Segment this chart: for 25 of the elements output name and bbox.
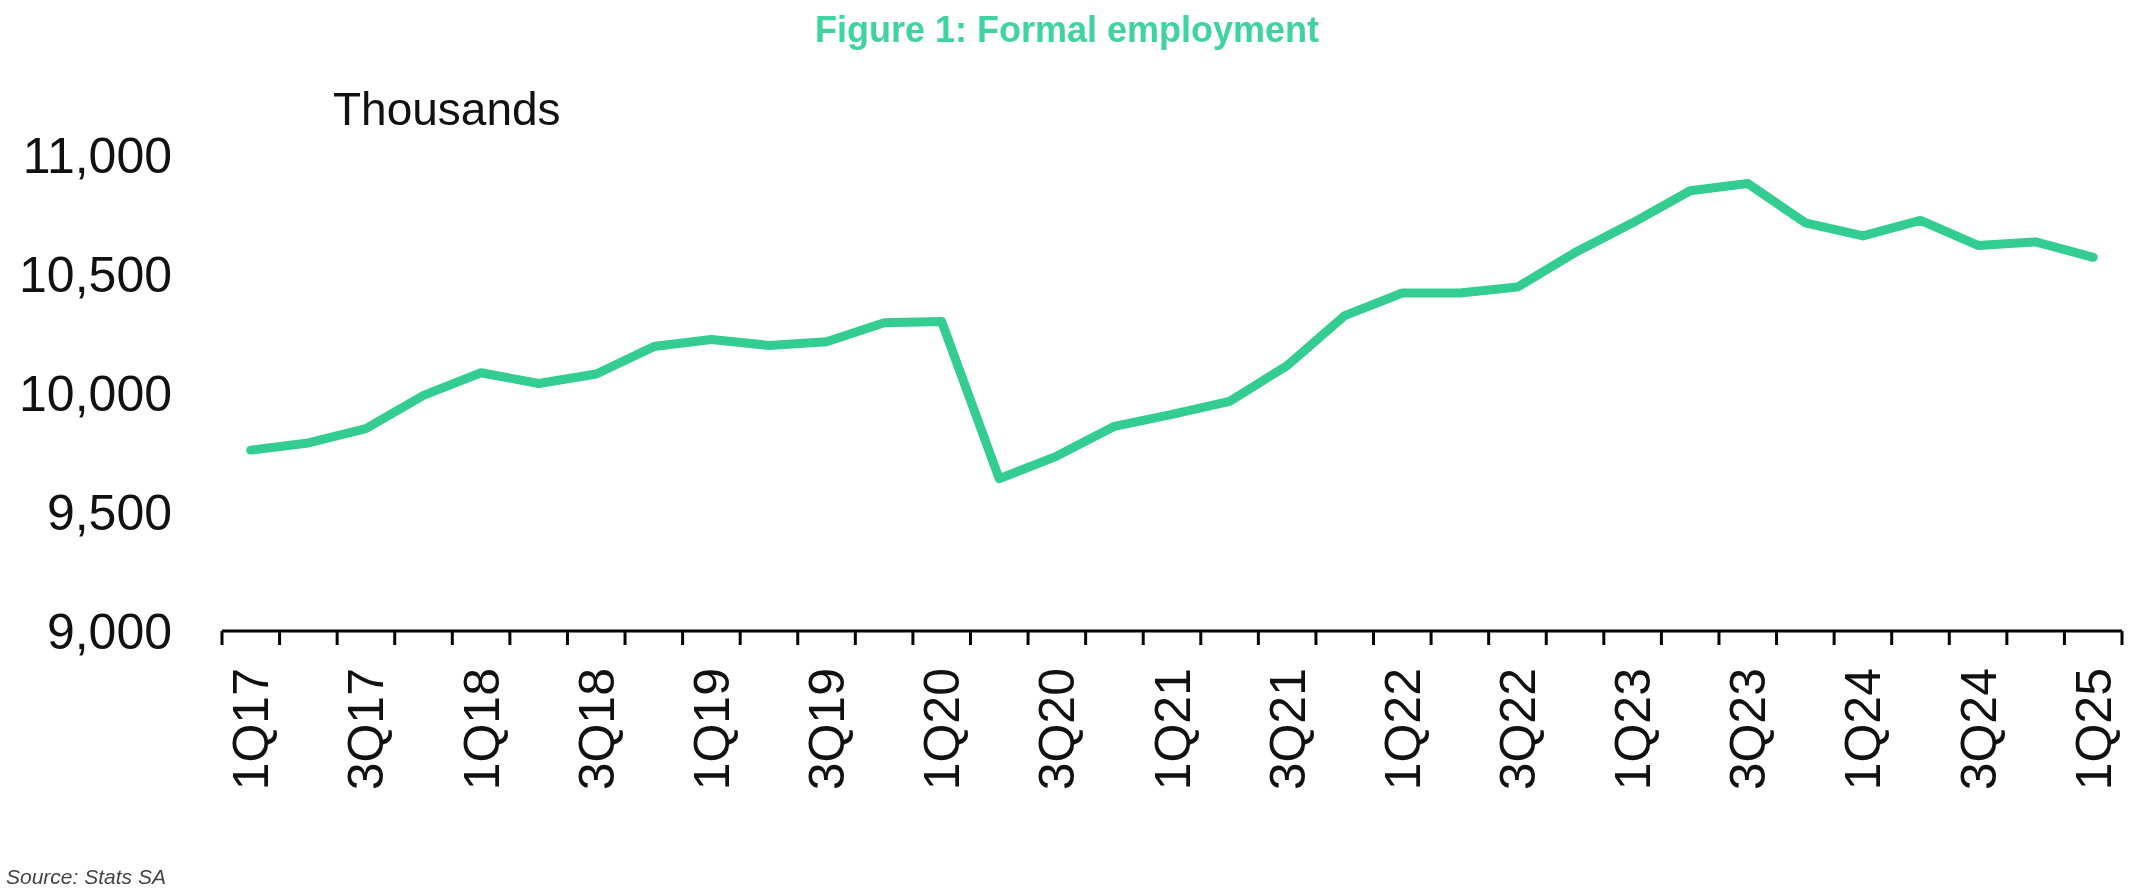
- x-tick-label: 3Q19: [799, 668, 856, 791]
- x-tick-label: 3Q24: [1950, 668, 2007, 791]
- y-tick-label: 10,000: [19, 365, 172, 422]
- x-tick-label: 3Q18: [568, 668, 625, 791]
- x-tick-label: 3Q23: [1720, 668, 1777, 791]
- x-tick-label: 1Q23: [1605, 668, 1662, 791]
- x-tick-label: 3Q22: [1489, 668, 1546, 791]
- chart-title: Figure 1: Formal employment: [814, 9, 1320, 50]
- source-note: Source: Stats SA: [6, 865, 166, 888]
- x-tick-label: 1Q17: [223, 668, 280, 791]
- x-tick-label: 1Q19: [683, 668, 740, 791]
- y-tick-label: 9,000: [46, 603, 172, 660]
- x-tick-label: 1Q21: [1144, 668, 1201, 791]
- x-tick-label: 3Q17: [338, 668, 395, 791]
- y-tick-label: 11,000: [22, 127, 172, 184]
- x-tick-label: 3Q20: [1029, 668, 1086, 791]
- x-tick-label: 1Q20: [914, 668, 971, 791]
- x-tick-label: 1Q24: [1835, 668, 1892, 791]
- x-tick-label: 3Q21: [1259, 668, 1316, 791]
- x-tick-label: 1Q25: [2065, 668, 2122, 791]
- x-tick-label: 1Q18: [453, 668, 510, 791]
- y-tick-label: 10,500: [19, 246, 172, 303]
- y-axis-title: Thousands: [333, 83, 561, 135]
- x-tick-label: 1Q22: [1374, 668, 1431, 791]
- y-tick-label: 9,500: [46, 484, 172, 541]
